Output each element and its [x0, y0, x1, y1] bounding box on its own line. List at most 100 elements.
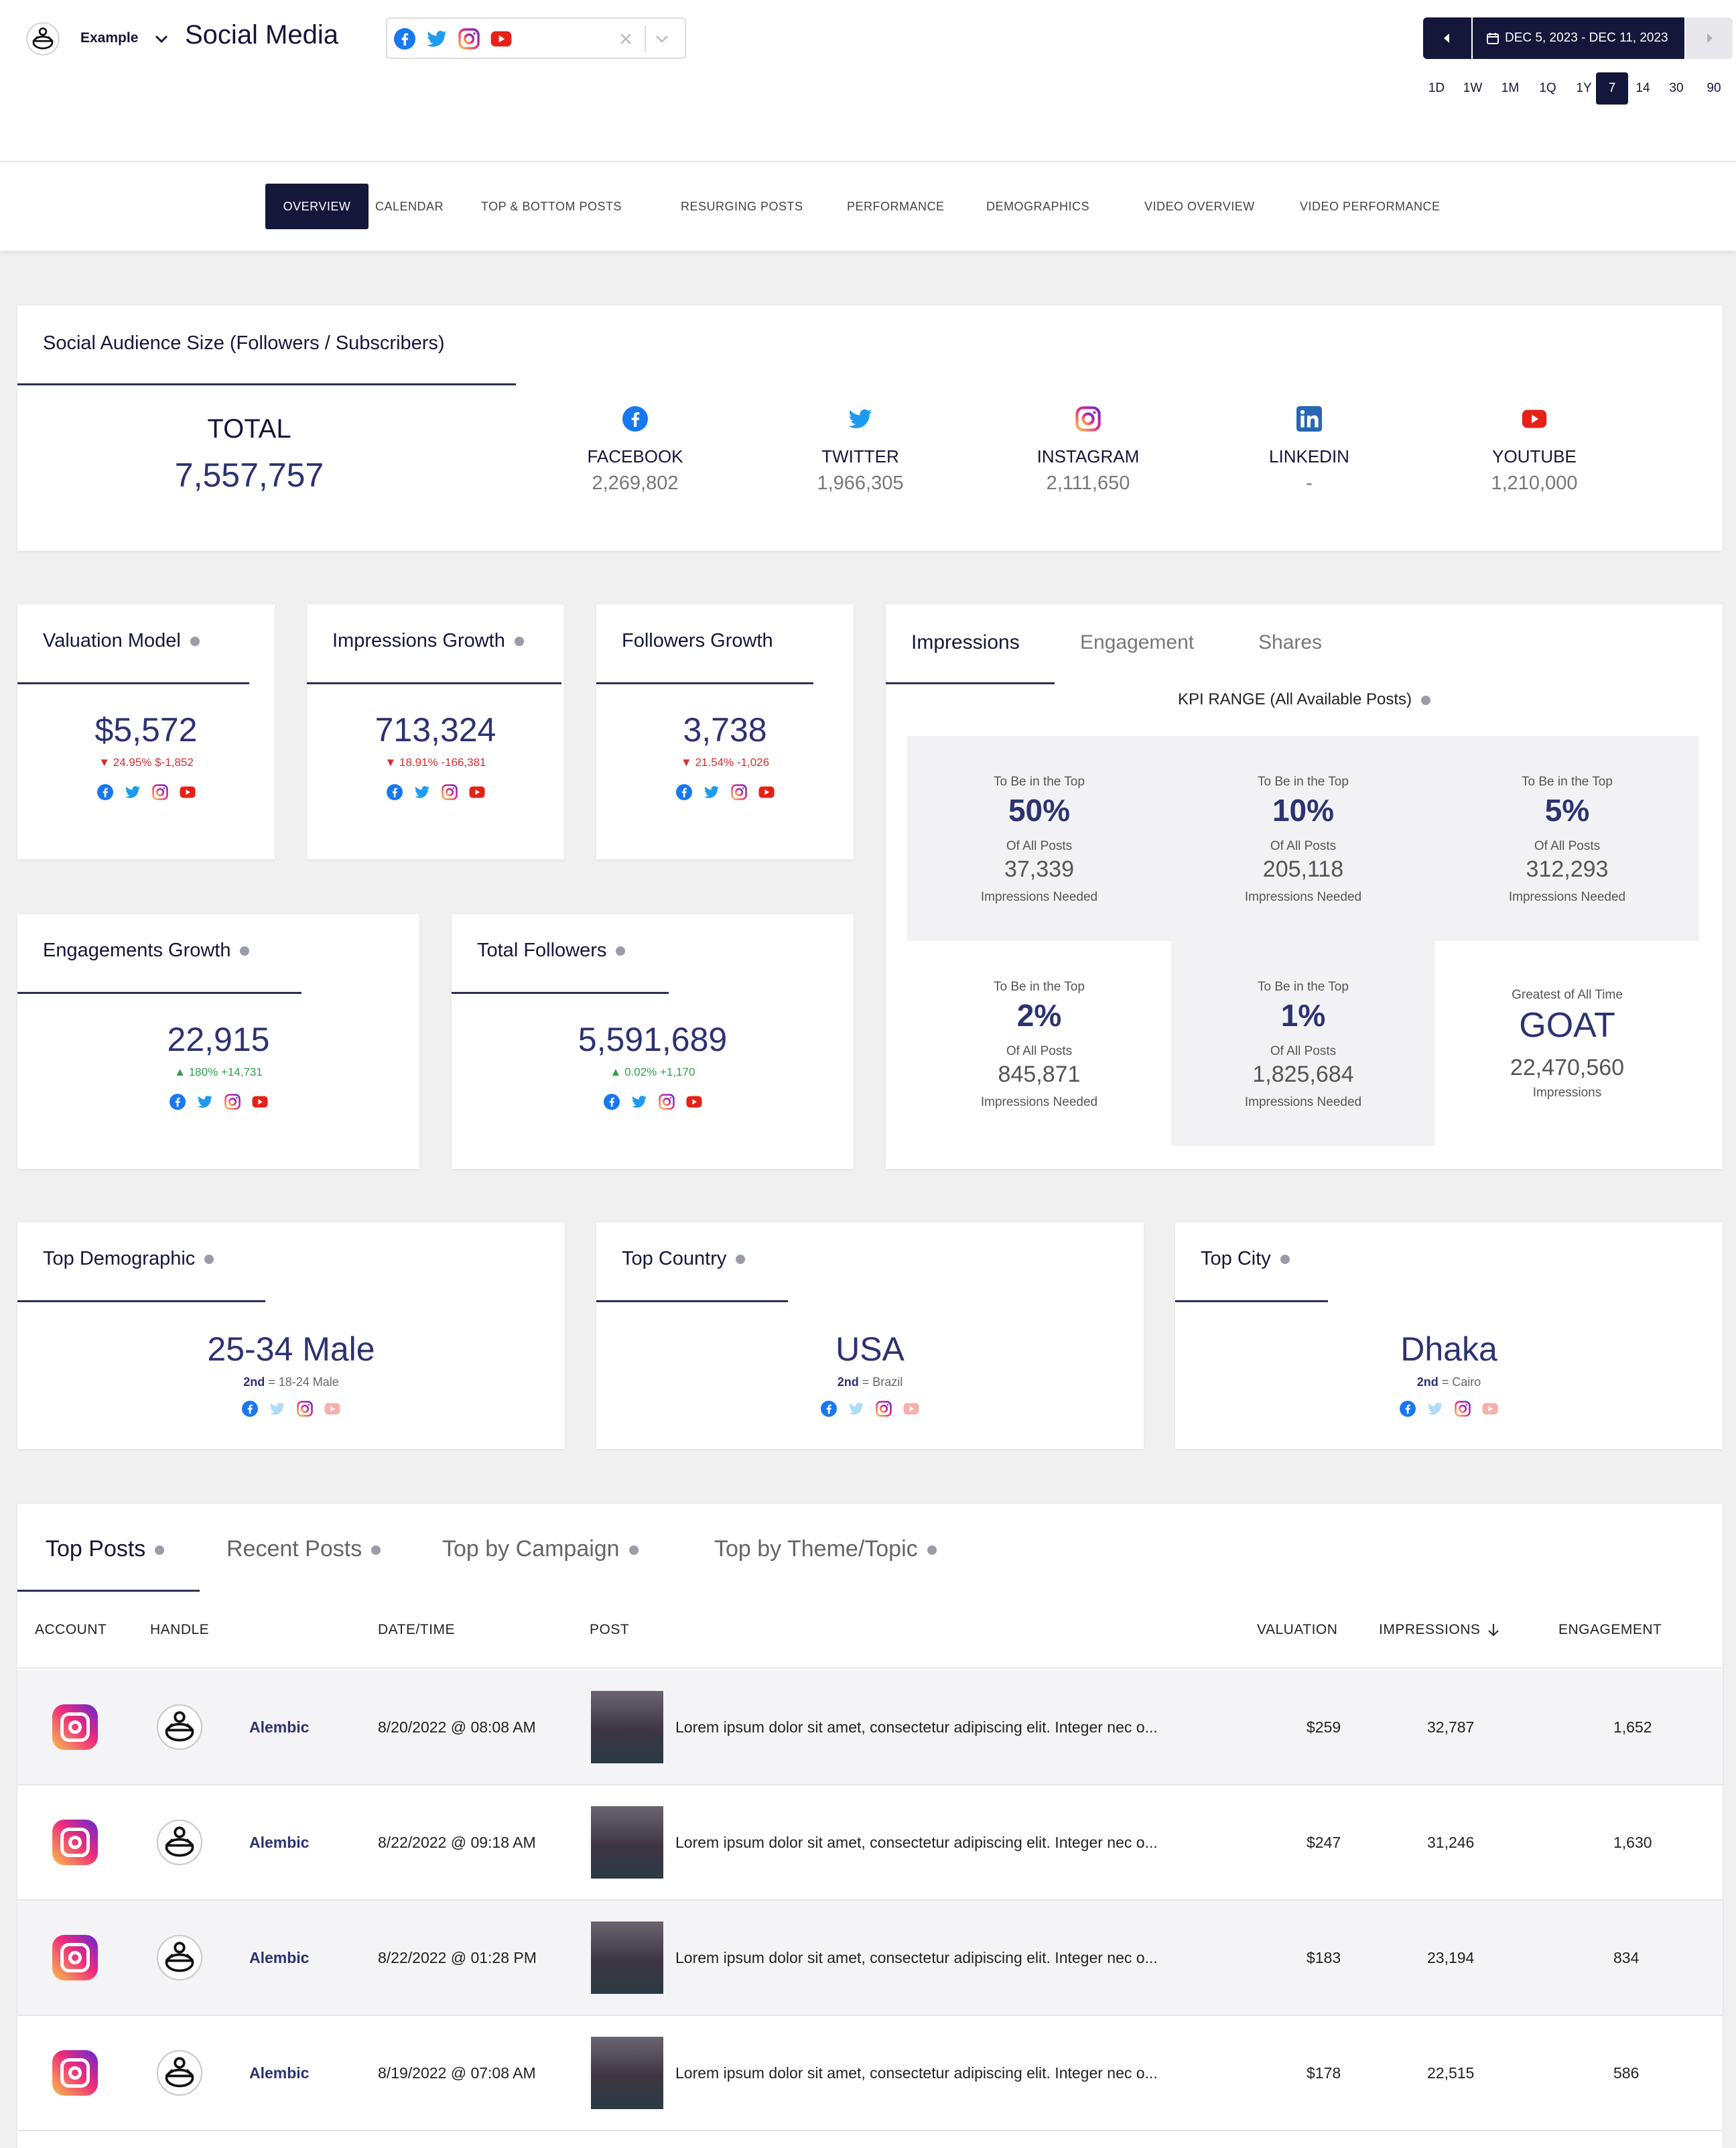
- post-valuation: $178: [1307, 2064, 1341, 2082]
- clear-icon[interactable]: [618, 31, 634, 47]
- metric-value: 5,591,689: [578, 1021, 728, 1058]
- table-row[interactable]: Alembic 8/22/2022 @ 09:18 AM Lorem ipsum d…: [17, 1785, 1723, 1899]
- metric-card-engagements-growth: Engagements Growth 22,915 ▲ 180% +14,731: [17, 914, 419, 1169]
- range-14[interactable]: 14: [1635, 81, 1650, 95]
- range-7[interactable]: 7: [1596, 72, 1628, 105]
- caret-right-icon: [1707, 34, 1713, 43]
- post-text[interactable]: Lorem ipsum dolor sit amet, consectetur …: [675, 2064, 1158, 2082]
- post-thumbnail[interactable]: [591, 1921, 663, 1994]
- kpi-tab-engagement[interactable]: Engagement: [1080, 631, 1195, 653]
- range-1D[interactable]: 1D: [1428, 81, 1445, 95]
- post-thumbnail[interactable]: [591, 1691, 663, 1763]
- post-handle[interactable]: Alembic: [249, 1834, 310, 1851]
- posts-tab-top-by-campaign[interactable]: Top by Campaign: [442, 1536, 639, 1562]
- posts-tab-top-posts[interactable]: Top Posts: [46, 1536, 165, 1562]
- arrow-down-icon[interactable]: [1487, 1623, 1500, 1637]
- card-title-text: Top Country: [622, 1248, 727, 1269]
- post-thumbnail[interactable]: [591, 1806, 663, 1879]
- info-icon[interactable]: [736, 1255, 746, 1265]
- post-text[interactable]: Lorem ipsum dolor sit amet, consectetur …: [675, 1949, 1158, 1966]
- posts-tab-recent-posts[interactable]: Recent Posts: [226, 1536, 381, 1562]
- info-icon[interactable]: [190, 637, 200, 647]
- info-icon[interactable]: [1421, 695, 1431, 705]
- col-label: DATE/TIME: [378, 1622, 455, 1637]
- metric-title: Engagements Growth: [43, 940, 250, 962]
- table-row[interactable]: Alembic 8/19/2022 @ 07:08 AM Lorem ipsum d…: [17, 2016, 1723, 2130]
- metric-delta: ▼ 18.91% -166,381: [385, 756, 486, 769]
- range-1W[interactable]: 1W: [1463, 81, 1483, 95]
- kpi-cell-top-10: To Be in the Top 10% Of All Posts 205,118 Im…: [1171, 736, 1435, 941]
- account-name[interactable]: Example: [80, 30, 139, 46]
- range-1Y[interactable]: 1Y: [1576, 81, 1592, 95]
- post-handle[interactable]: Alembic: [249, 1718, 310, 1736]
- card-title: Top City: [1201, 1248, 1290, 1270]
- tab-overview[interactable]: OVERVIEW: [265, 184, 369, 229]
- kpi-cell-needed: Impressions Needed: [1244, 1095, 1362, 1109]
- dropdown-chevron-icon[interactable]: [654, 32, 670, 46]
- info-icon[interactable]: [628, 1545, 639, 1556]
- tab-demographics[interactable]: DEMOGRAPHICS: [986, 200, 1090, 213]
- col-engagement[interactable]: ENGAGEMENT: [1558, 1622, 1662, 1638]
- tab-calendar[interactable]: CALENDAR: [375, 200, 444, 213]
- table-row[interactable]: Alembic 8/22/2022 @ 01:28 PM Lorem ipsum d…: [17, 1901, 1723, 2015]
- date-next-button[interactable]: [1686, 17, 1733, 59]
- instagram-account-icon: [52, 2050, 98, 2096]
- platform-icons: [17, 1094, 419, 1110]
- post-engagement: 1,652: [1613, 1718, 1652, 1736]
- metric-title-text: Valuation Model: [43, 630, 181, 651]
- tab-video-overview[interactable]: VIDEO OVERVIEW: [1144, 200, 1255, 213]
- info-icon[interactable]: [204, 1255, 214, 1265]
- platform-filter-select[interactable]: [386, 17, 686, 59]
- info-icon[interactable]: [240, 946, 250, 956]
- info-icon[interactable]: [1280, 1255, 1290, 1265]
- post-handle[interactable]: Alembic: [249, 1949, 310, 1966]
- range-1M[interactable]: 1M: [1501, 81, 1520, 95]
- info-icon[interactable]: [514, 637, 524, 647]
- col-impressions[interactable]: IMPRESSIONS: [1379, 1622, 1500, 1638]
- post-date: 8/19/2022 @ 07:08 AM: [378, 2064, 536, 2082]
- platform-icons: [307, 784, 564, 800]
- youtube-icon: [490, 28, 512, 50]
- instagram-icon: [876, 1401, 892, 1417]
- avatar: [155, 1703, 204, 1751]
- kpi-cell-of: Of All Posts: [1270, 839, 1337, 853]
- range-1Q[interactable]: 1Q: [1539, 81, 1556, 95]
- range-90[interactable]: 90: [1707, 81, 1721, 95]
- chevron-down-icon[interactable]: [154, 32, 169, 46]
- avatar: [155, 1818, 204, 1867]
- info-icon[interactable]: [371, 1545, 381, 1556]
- posts-tab-top-by-theme-topic[interactable]: Top by Theme/Topic: [714, 1536, 937, 1562]
- kpi-tab-shares[interactable]: Shares: [1258, 631, 1323, 653]
- tab-performance[interactable]: PERFORMANCE: [847, 200, 945, 213]
- table-row[interactable]: Alembic 8/20/2022 @ 08:08 AM Lorem ipsum d…: [17, 1670, 1723, 1784]
- info-icon[interactable]: [155, 1545, 165, 1556]
- range-30[interactable]: 30: [1669, 81, 1684, 95]
- posts-tab-label: Top by Campaign: [442, 1536, 620, 1562]
- youtube-icon: [252, 1094, 268, 1110]
- col-valuation[interactable]: VALUATION: [1257, 1622, 1337, 1638]
- kpi-cell-value: 37,339: [1004, 857, 1074, 882]
- platform-linkedin: LINKEDIN -: [1209, 406, 1410, 495]
- post-handle[interactable]: Alembic: [249, 2064, 310, 2082]
- post-thumbnail[interactable]: [591, 2037, 663, 2109]
- date-range-picker[interactable]: DEC 5, 2023 - DEC 11, 2023: [1473, 17, 1684, 59]
- alembic-logo-icon[interactable]: [25, 21, 60, 56]
- kpi-cell-label: To Be in the Top: [1258, 775, 1349, 789]
- kpi-cell-label: To Be in the Top: [994, 980, 1085, 994]
- facebook-icon: [604, 1094, 620, 1110]
- date-prev-button[interactable]: [1423, 17, 1471, 59]
- post-text[interactable]: Lorem ipsum dolor sit amet, consectetur …: [675, 1834, 1158, 1851]
- tab-video-performance[interactable]: VIDEO PERFORMANCE: [1300, 200, 1441, 213]
- info-icon[interactable]: [927, 1545, 937, 1556]
- twitter-icon: [197, 1094, 213, 1110]
- twitter-icon: [848, 1401, 864, 1417]
- info-icon[interactable]: [616, 946, 626, 956]
- tab-resurging-posts[interactable]: RESURGING POSTS: [681, 200, 803, 213]
- tab-top-bottom-posts[interactable]: TOP & BOTTOM POSTS: [481, 200, 622, 213]
- col-label: IMPRESSIONS: [1379, 1622, 1481, 1637]
- goat-title: GOAT: [1519, 1006, 1615, 1045]
- kpi-tab-impressions[interactable]: Impressions: [911, 631, 1020, 653]
- youtube-icon: [180, 784, 196, 800]
- post-text[interactable]: Lorem ipsum dolor sit amet, consectetur …: [675, 1718, 1158, 1736]
- nav-tab-bar: OVERVIEW CALENDAR TOP & BOTTOM POSTS RESURG…: [0, 161, 1736, 251]
